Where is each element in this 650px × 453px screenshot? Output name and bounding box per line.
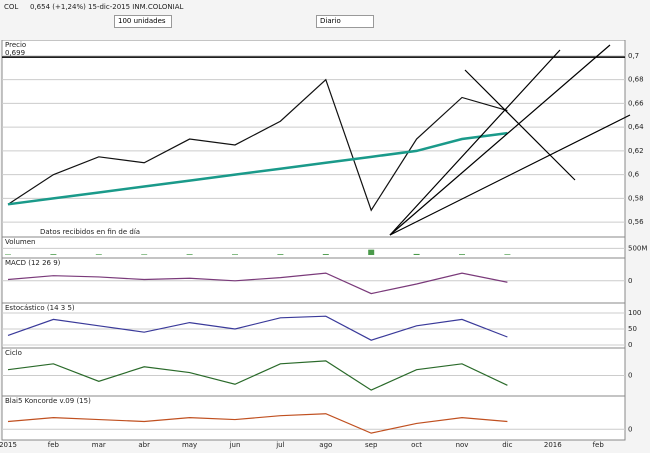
chart: Precio Volumen MACD (12 26 9) Estocástico (…	[0, 40, 647, 449]
bar	[186, 254, 193, 255]
resistance-label: 0,699	[5, 49, 25, 57]
trend-line	[389, 44, 611, 236]
x-tick-label: 2015	[0, 441, 17, 449]
panel-title: Ciclo	[5, 349, 22, 357]
y-tick-label: 50	[628, 325, 637, 333]
bar	[5, 254, 11, 255]
panel-title: Precio	[5, 41, 26, 49]
x-tick-label: mar	[92, 441, 106, 449]
trend-line	[464, 69, 576, 181]
x-tick-label: ago	[319, 441, 332, 449]
bar	[504, 254, 511, 255]
panel-title: Volumen	[5, 238, 35, 246]
symbol: COL	[4, 3, 19, 11]
series-line	[7, 272, 508, 295]
y-tick-label: 0	[628, 341, 632, 349]
bar	[322, 254, 329, 255]
series-line	[7, 413, 508, 434]
y-tick-label: 0,56	[628, 218, 644, 226]
bar	[459, 254, 465, 255]
bar	[232, 254, 238, 255]
units-select[interactable]: 100 unidades	[114, 15, 172, 28]
y-tick-label: 0,62	[628, 147, 644, 155]
x-tick-label: feb	[48, 441, 60, 449]
y-tick-label: 0,6	[628, 171, 640, 179]
x-tick-label: jun	[229, 441, 241, 449]
bar	[50, 254, 57, 255]
x-tick-label: jul	[275, 441, 284, 449]
x-tick-label: nov	[456, 441, 469, 449]
quote: 0,654 (+1,24%) 15-dic-2015 INM.COLONIAL	[30, 3, 184, 11]
x-tick-label: abr	[138, 441, 150, 449]
bar	[368, 249, 375, 255]
annotation: Datos recibidos en fin de día	[40, 228, 140, 236]
trend-lines	[389, 44, 631, 236]
y-tick-label: 0	[628, 425, 632, 433]
series-line	[7, 360, 508, 391]
bar	[277, 254, 284, 255]
panel-title: Estocástico (14 3 5)	[5, 304, 75, 312]
panel	[1, 347, 626, 397]
x-tick-label: dic	[502, 441, 512, 449]
y-tick-label: 100	[628, 309, 641, 317]
x-tick-label: oct	[411, 441, 422, 449]
panel-title: Blai5 Koncorde v.09 (15)	[5, 397, 91, 405]
panel-title: MACD (12 26 9)	[5, 259, 61, 267]
panel	[1, 302, 626, 349]
bar	[141, 254, 148, 255]
x-tick-label: 2016	[544, 441, 562, 449]
panel	[1, 395, 626, 441]
trend-line	[389, 114, 631, 236]
panel	[1, 236, 626, 259]
series-line	[7, 315, 508, 341]
x-tick-label: may	[182, 441, 197, 449]
y-tick-label: 0,66	[628, 99, 644, 107]
y-tick-label: 0,64	[628, 123, 644, 131]
x-tick-label: sep	[365, 441, 378, 449]
y-tick-label: 500M	[628, 244, 647, 252]
trend-line	[389, 49, 561, 236]
y-tick-label: 0,68	[628, 76, 644, 84]
bar	[95, 254, 102, 255]
x-tick-label: feb	[593, 441, 605, 449]
y-tick-label: 0,7	[628, 52, 639, 60]
period-select[interactable]: Diario	[316, 15, 374, 28]
y-tick-label: 0,58	[628, 194, 644, 202]
series-line	[7, 78, 508, 212]
series-line	[7, 131, 508, 206]
panel	[1, 40, 626, 238]
y-tick-label: 0	[628, 372, 632, 380]
bar	[413, 253, 420, 255]
y-tick-label: 0	[628, 277, 632, 285]
